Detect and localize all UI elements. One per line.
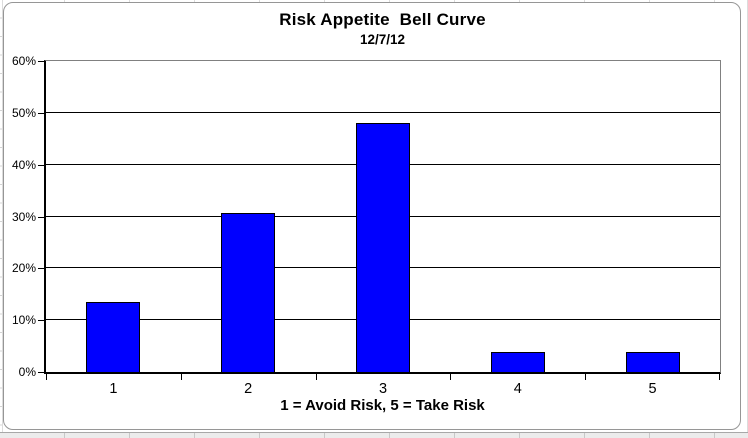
bar-category-1	[86, 302, 141, 372]
gridline	[46, 111, 720, 113]
x-tick-label: 4	[513, 381, 522, 397]
bar-category-2	[221, 213, 276, 372]
y-tick-label: 40%	[11, 157, 36, 172]
y-axis-tick	[38, 216, 44, 218]
worksheet-gridline-stubs-left	[0, 0, 3, 432]
y-axis-tick	[38, 372, 44, 373]
x-tick-label: 1	[109, 381, 118, 397]
x-axis-tick	[585, 374, 587, 380]
y-tick-label: 50%	[11, 105, 36, 120]
x-axis-tick	[315, 374, 317, 380]
x-tick-label: 2	[244, 381, 253, 397]
y-axis-tick	[38, 164, 44, 166]
x-tick-label: 5	[648, 381, 657, 397]
chart-object[interactable]: Risk Appetite Bell Curve 12/7/12 0% 10% 20…	[3, 2, 741, 430]
x-axis-tick	[46, 374, 47, 380]
bar-category-5	[625, 352, 680, 372]
worksheet-cells-strip-bottom	[0, 432, 748, 438]
y-tick-label: 10%	[11, 313, 36, 328]
y-tick-label: 30%	[11, 209, 36, 224]
chart-subtitle: 12/7/12	[359, 32, 406, 47]
bar-category-3	[356, 123, 410, 372]
x-axis-tick	[450, 374, 452, 380]
y-tick-label: 60%	[11, 54, 36, 68]
y-tick-label: 0%	[18, 365, 36, 379]
y-tick-label: 20%	[11, 261, 36, 276]
worksheet-gridline-stubs-top	[0, 0, 748, 3]
y-axis-tick	[38, 268, 44, 270]
x-axis-tick	[719, 374, 720, 380]
chart-title: Risk Appetite Bell Curve	[279, 10, 486, 29]
plot-area	[44, 60, 721, 374]
bar-category-4	[490, 352, 545, 372]
y-axis-tick	[38, 61, 44, 62]
x-axis-title: 1 = Avoid Risk, 5 = Take Risk	[280, 397, 485, 414]
y-axis-tick	[38, 112, 44, 114]
x-tick-label: 3	[378, 381, 388, 397]
x-axis-tick	[180, 374, 182, 380]
y-axis-tick	[38, 320, 44, 322]
